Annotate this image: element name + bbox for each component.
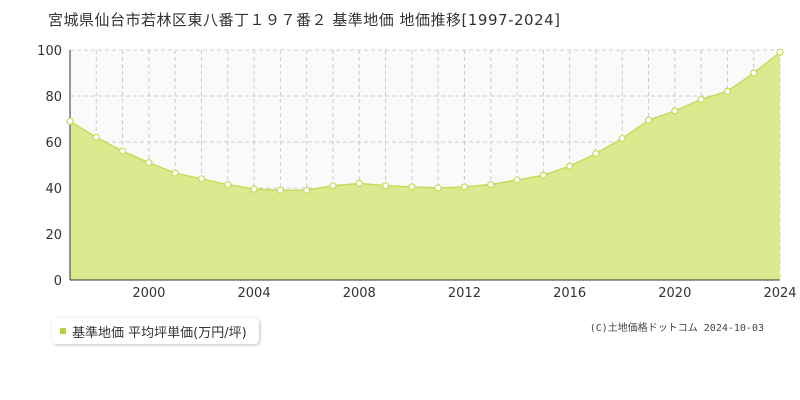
series-area [70,52,780,280]
data-point [66,117,74,125]
data-point [250,185,258,193]
data-point [381,182,390,190]
legend-label: 基準地価 平均坪単価(万円/坪) [72,325,247,341]
data-point [224,180,232,189]
data-point [566,162,574,170]
y-tick-label: 60 [45,136,62,151]
data-point [487,180,495,189]
copyright-text: (C)土地価格ドットコム 2024-10-03 [589,323,764,334]
x-tick-label: 2004 [238,286,271,300]
x-tick-label: 2008 [343,286,376,300]
data-point [355,179,363,187]
x-tick-label: 2012 [448,286,481,300]
chart-title: 宮城県仙台市若林区東八番丁１９７番２ 基準地価 地価推移[1997-2024] [48,11,561,29]
chart-plot: 0 20 40 60 80 100 2000 2004 2008 2012 2016 2020 2024 [37,44,796,300]
data-point [303,186,311,194]
data-point [171,169,179,177]
data-point [592,149,600,158]
data-point [145,159,153,167]
series-line [69,51,781,192]
y-tick-label: 80 [45,90,62,105]
x-tick-label: 2016 [553,286,586,300]
x-tick-label: 2020 [658,286,691,300]
data-point [513,176,521,184]
data-point [434,184,442,192]
legend: 基準地価 平均坪単価(万円/坪) [52,318,259,344]
data-point [460,183,469,191]
y-tick-label: 100 [37,44,62,59]
data-point [671,107,679,115]
x-tick-label: 2000 [132,286,165,300]
data-point [329,182,337,190]
legend-marker-icon [60,328,66,334]
data-point [276,186,284,194]
y-tick-label: 0 [54,274,62,289]
data-point [697,95,705,104]
data-point [118,147,127,155]
data-point [408,183,416,191]
data-point [539,171,547,179]
y-tick-label: 40 [45,182,62,197]
y-tick-label: 20 [45,228,62,243]
data-point [723,87,732,96]
data-point [197,175,206,183]
x-tick-label: 2024 [763,286,796,300]
data-point [92,133,100,141]
data-point [618,134,626,143]
data-point [644,116,653,124]
data-point [776,48,784,56]
data-point [750,69,758,77]
